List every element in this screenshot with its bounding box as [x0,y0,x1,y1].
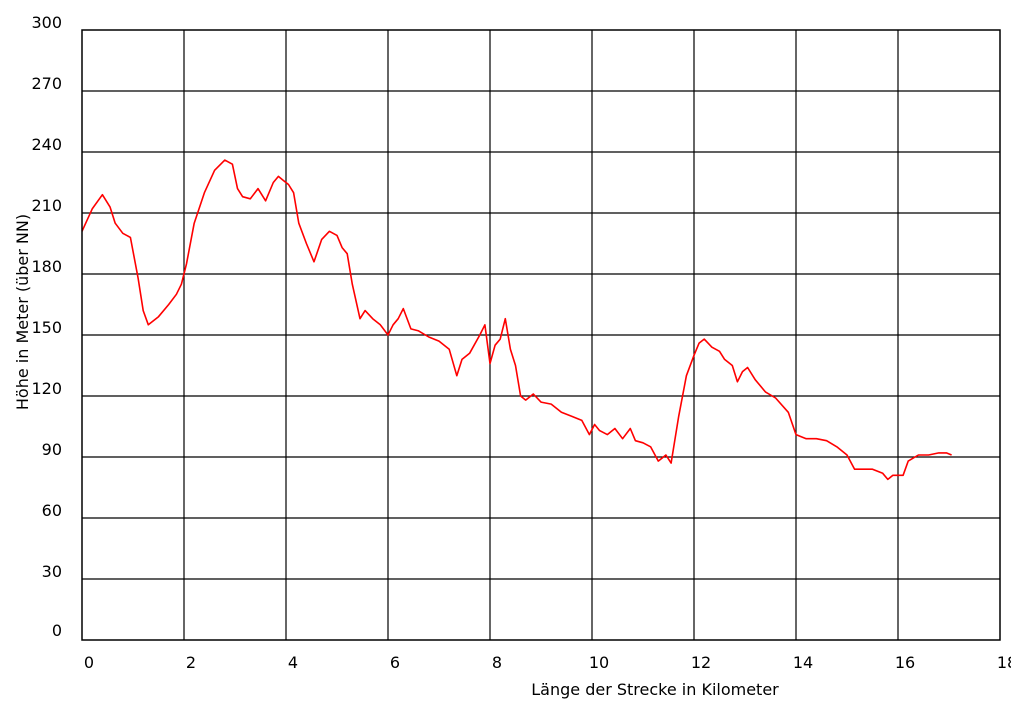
plot-area-frame [81,29,1001,641]
x-tick-label: 0 [84,653,94,672]
x-tick-labels: 0 2 4 6 8 10 12 14 16 18 [84,653,1011,672]
y-axis-label: Höhe in Meter (über NN) [13,214,32,410]
x-tick-label: 18 [997,653,1011,672]
x-tick-label: 2 [186,653,196,672]
y-tick-label: 180 [31,257,62,276]
y-tick-label: 120 [31,379,62,398]
y-tick-label: 240 [31,135,62,154]
x-tick-label: 16 [895,653,915,672]
x-tick-label: 10 [589,653,609,672]
y-tick-label: 210 [31,196,62,215]
y-tick-label: 270 [31,74,62,93]
x-tick-label: 4 [288,653,298,672]
elevation-series-line [81,159,952,481]
x-axis-label: Länge der Strecke in Kilometer [531,680,779,699]
x-tick-label: 6 [390,653,400,672]
y-tick-label: 30 [42,562,62,581]
grid-lines [82,30,1000,640]
x-tick-label: 14 [793,653,813,672]
y-tick-label: 0 [52,621,62,640]
y-tick-label: 300 [31,13,62,32]
x-tick-label: 12 [691,653,711,672]
y-tick-label: 150 [31,318,62,337]
y-tick-label: 90 [42,440,62,459]
x-tick-label: 8 [492,653,502,672]
y-tick-labels: 0 30 60 90 120 150 180 210 240 270 300 [31,13,62,640]
y-tick-label: 60 [42,501,62,520]
